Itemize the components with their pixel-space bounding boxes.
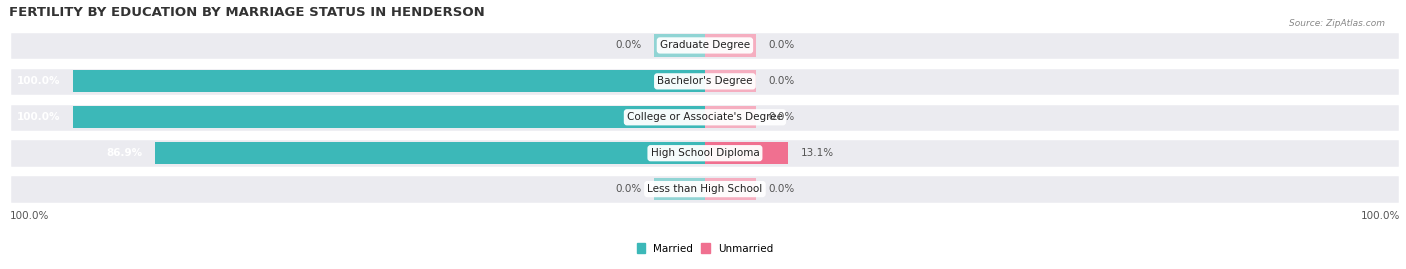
Text: 86.9%: 86.9% [107,148,143,158]
Bar [10,31,1400,60]
Bar [654,34,704,56]
Bar [704,178,755,200]
Text: Less than High School: Less than High School [647,184,762,194]
Bar [10,102,1400,132]
Text: 0.0%: 0.0% [768,112,794,122]
Text: 0.0%: 0.0% [768,76,794,86]
Text: 100.0%: 100.0% [17,112,60,122]
Bar [156,142,704,164]
Text: 100.0%: 100.0% [10,211,49,221]
Bar [73,106,704,128]
Bar [10,174,1400,204]
Bar [704,106,755,128]
Text: 100.0%: 100.0% [17,76,60,86]
Text: 100.0%: 100.0% [1361,211,1400,221]
Text: FERTILITY BY EDUCATION BY MARRIAGE STATUS IN HENDERSON: FERTILITY BY EDUCATION BY MARRIAGE STATU… [10,6,485,19]
Bar [704,34,755,56]
Text: 0.0%: 0.0% [768,184,794,194]
Bar [10,67,1400,96]
Bar [10,139,1400,168]
Bar [704,142,787,164]
Text: High School Diploma: High School Diploma [651,148,759,158]
Text: Bachelor's Degree: Bachelor's Degree [657,76,752,86]
Legend: Married, Unmarried: Married, Unmarried [633,239,778,258]
Text: 13.1%: 13.1% [800,148,834,158]
Bar [73,70,704,93]
Text: 0.0%: 0.0% [768,40,794,51]
Text: 0.0%: 0.0% [616,184,641,194]
Text: 0.0%: 0.0% [616,40,641,51]
Text: College or Associate's Degree: College or Associate's Degree [627,112,783,122]
Text: Source: ZipAtlas.com: Source: ZipAtlas.com [1289,19,1385,28]
Text: Graduate Degree: Graduate Degree [659,40,749,51]
Bar [654,178,704,200]
Bar [704,70,755,93]
